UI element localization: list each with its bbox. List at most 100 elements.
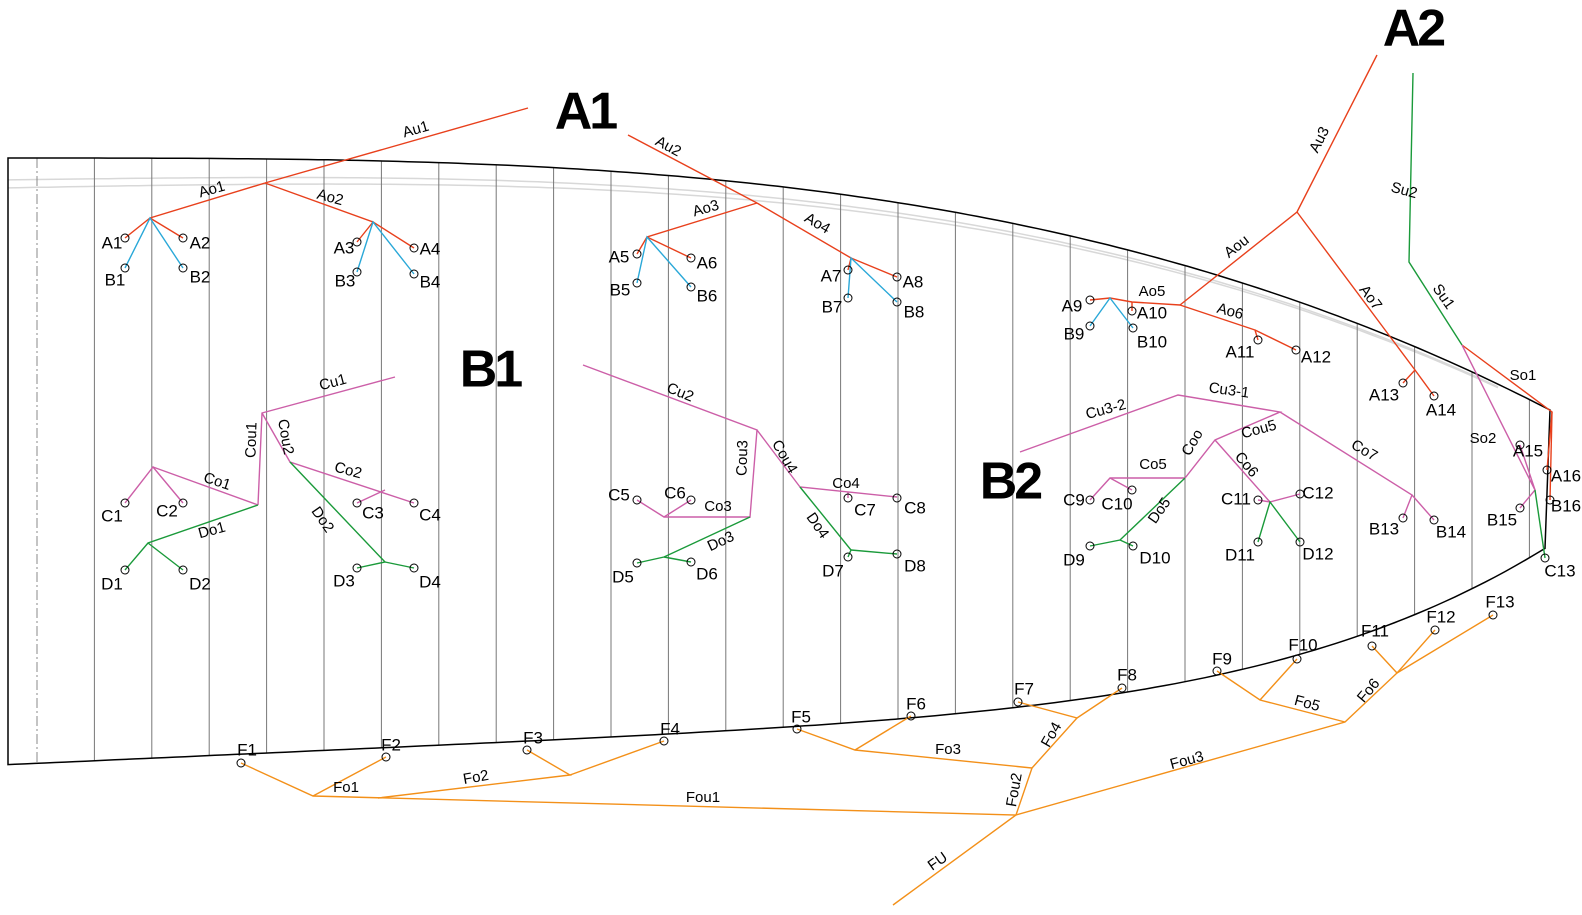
attachment-point (1429, 391, 1439, 401)
line-label: Do2 (308, 504, 338, 536)
attachment-point (632, 495, 642, 505)
line-segment (384, 561, 415, 569)
line-segment (1076, 687, 1123, 719)
line-segment (1257, 500, 1301, 543)
attachment-point (1398, 378, 1408, 388)
point-label: A15 (1513, 441, 1543, 460)
line-segment (1254, 329, 1297, 351)
line-segment (636, 235, 692, 288)
line-label: Fou3 (1168, 748, 1205, 773)
line-label: Co6 (1231, 449, 1262, 481)
point-label: A8 (903, 272, 924, 291)
line-label: Co7 (1348, 436, 1380, 464)
point-label: C8 (904, 498, 926, 517)
attachment-point (1127, 485, 1137, 495)
attachment-point (178, 263, 188, 273)
line-segment (149, 217, 184, 239)
attachment-point (1515, 503, 1525, 513)
attachment-point (178, 233, 188, 243)
line-segment (1534, 489, 1546, 559)
line-segment (147, 542, 184, 571)
line-label: Aou (1221, 232, 1253, 262)
line-label: Ao5 (1139, 283, 1166, 300)
point-label: A5 (609, 247, 630, 266)
line-label: Do1 (196, 519, 227, 543)
attachment-point (1127, 306, 1137, 316)
point-label: B3 (335, 271, 356, 290)
point-label: F3 (523, 728, 543, 747)
point-label: A6 (697, 253, 718, 272)
line-label: Ao6 (1215, 300, 1245, 323)
line-segment (1179, 54, 1378, 306)
attachment-point (1367, 641, 1377, 651)
point-label: A3 (334, 238, 355, 257)
point-label: C13 (1544, 561, 1575, 580)
point-label: D5 (612, 567, 634, 586)
line-segment (627, 134, 758, 204)
point-label: C10 (1101, 494, 1132, 513)
line-label: Su1 (1429, 281, 1458, 313)
labels: A1 A2 B1 B2 A3 A4 B3 B4 A5 A6 B5 B6 A7 A8 B7 B8 A9 A10 B9 B… (101, 0, 1581, 874)
point-label: C11 (1221, 489, 1251, 508)
line-segment (1519, 444, 1536, 491)
line-segment (240, 762, 1019, 906)
point-label: F10 (1288, 635, 1317, 654)
attachment-point (892, 493, 902, 503)
point-label: F6 (906, 694, 926, 713)
section-label: A1 (555, 83, 618, 141)
line-label: Su2 (1389, 179, 1419, 202)
line-segment (356, 489, 386, 504)
point-label: D10 (1139, 548, 1170, 567)
line-segment (124, 504, 259, 571)
line-label: Fo3 (935, 741, 961, 758)
attachment-point (178, 498, 188, 508)
line-segment (850, 257, 898, 278)
line-segment (1015, 645, 1398, 816)
point-label: C2 (156, 501, 178, 520)
point-label: B16 (1551, 496, 1581, 515)
line-label: Co2 (333, 459, 364, 483)
point-label: A2 (190, 233, 211, 252)
attachment-point (686, 282, 696, 292)
attachment-point (1085, 295, 1095, 305)
point-label: A13 (1369, 385, 1399, 404)
line-label: Cou1 (242, 422, 260, 458)
attachment-point (1085, 495, 1095, 505)
line-segment (124, 182, 266, 239)
line-label: Fo6 (1354, 675, 1384, 706)
line-label: Fo1 (333, 779, 359, 796)
point-label: B13 (1369, 519, 1399, 538)
attachment-point (1545, 495, 1555, 505)
point-label: B7 (822, 297, 843, 316)
ribs (7, 157, 1551, 766)
attachment-point (1488, 610, 1498, 620)
attachment-point (381, 752, 391, 762)
line-segment (854, 715, 912, 751)
attachment-point (1430, 625, 1440, 635)
line-segment (356, 220, 415, 275)
line-segment (1019, 394, 1283, 501)
attachment-point (120, 263, 130, 273)
point-label: A11 (1226, 342, 1255, 361)
line-label: Fo4 (1038, 719, 1066, 750)
reference-curve (7, 176, 1499, 388)
attachment-point (906, 711, 916, 721)
point-label: F7 (1014, 679, 1034, 698)
point-label: D2 (189, 574, 211, 593)
line-label: Do4 (803, 510, 833, 542)
attachment-point (409, 563, 419, 573)
attachment-point (1128, 541, 1138, 551)
line-label: Co1 (201, 469, 232, 494)
attachment-point (1128, 323, 1138, 333)
section-label: B1 (460, 341, 523, 399)
point-label: B2 (190, 267, 211, 286)
line-label: Ao4 (801, 210, 833, 238)
point-label: C3 (362, 503, 384, 522)
point-label: F9 (1212, 649, 1232, 668)
attachment-point (686, 557, 696, 567)
attachment-point (1291, 345, 1301, 355)
point-label: B15 (1487, 510, 1517, 529)
point-label: F12 (1426, 607, 1455, 626)
attachment-point (1515, 440, 1525, 450)
attachment-point (1117, 683, 1127, 693)
